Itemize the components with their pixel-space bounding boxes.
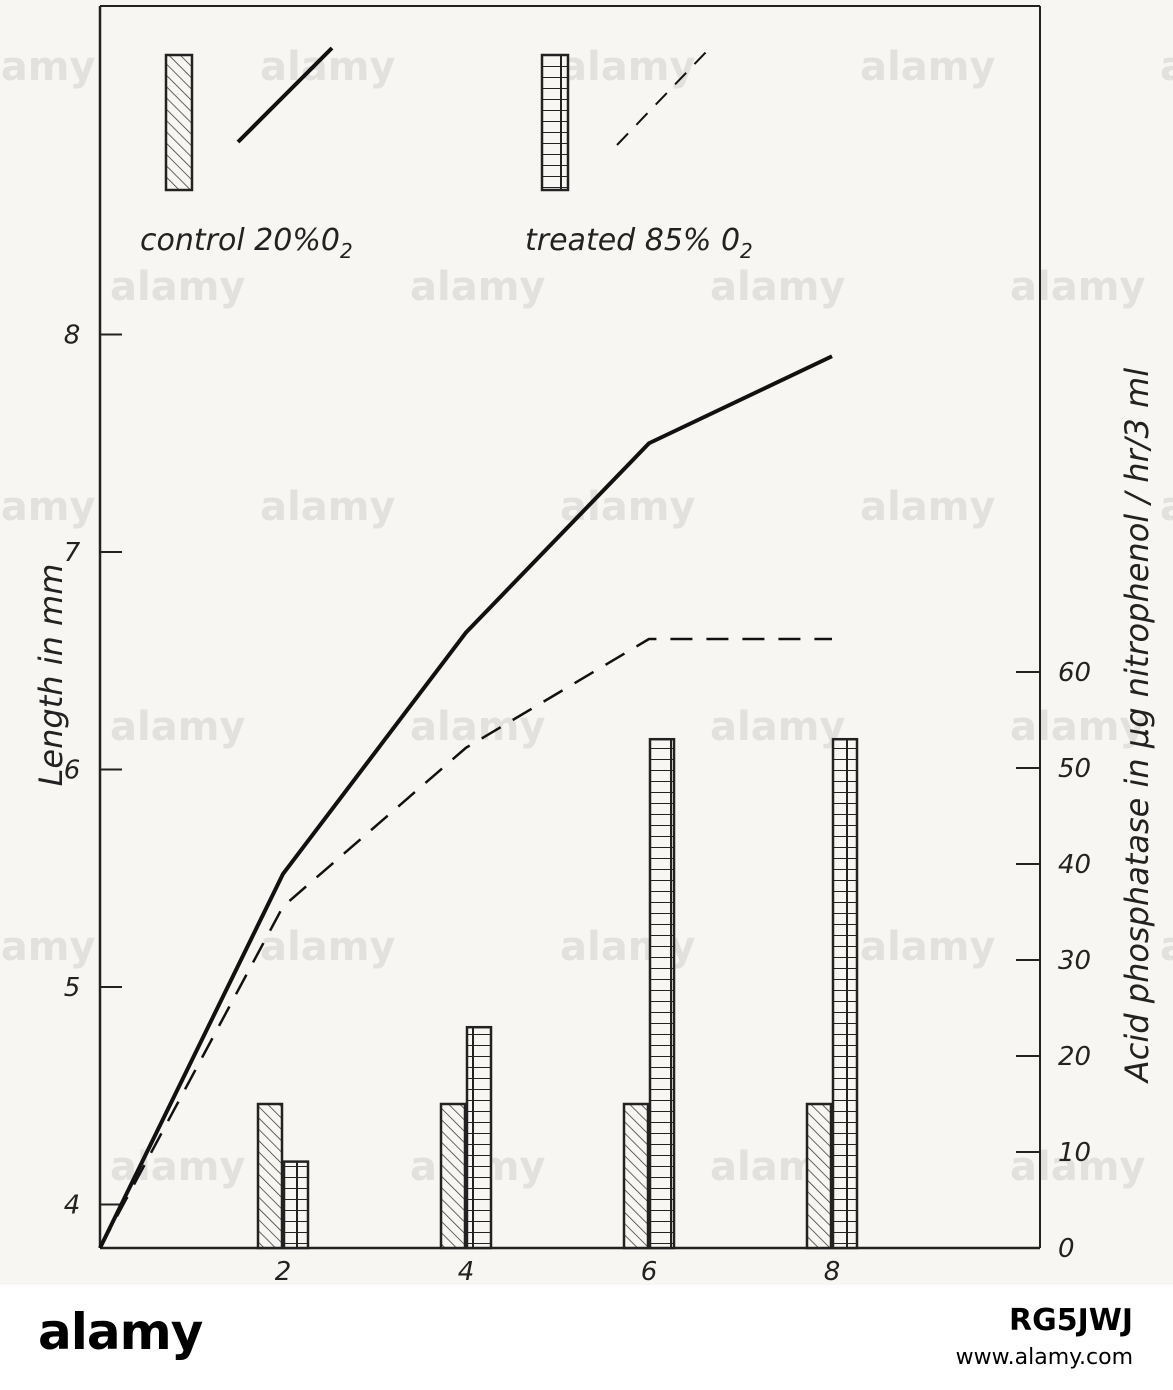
watermark-text: alamy <box>410 704 545 750</box>
y-right-tick-label: 0 <box>1058 1234 1075 1264</box>
watermark-text: alamy <box>0 924 95 970</box>
watermark-text: alamy <box>0 484 95 530</box>
y-left-tick-label: 7 <box>64 538 81 568</box>
watermark-text: alamy <box>860 924 995 970</box>
watermark-text: alamy <box>410 264 545 310</box>
watermark-text: alamy <box>260 484 395 530</box>
watermark-layer: alamy alamy alamy alamy alamy alamy alamy alamy… <box>0 44 1173 1190</box>
line-series-control <box>98 354 833 1249</box>
watermark-text: alamy <box>860 484 995 530</box>
y-right-tick-label: 10 <box>1058 1138 1091 1168</box>
y-left-tick-label: 4 <box>64 1191 81 1221</box>
bar-treated <box>282 1160 310 1250</box>
watermark-text: alamy <box>110 704 245 750</box>
watermark-text: alamy <box>260 924 395 970</box>
legend-label-control: control 20%02 <box>140 223 353 263</box>
watermark-text: alamy <box>860 44 995 90</box>
bar-treated <box>648 737 676 1250</box>
x-tick-label: 2 <box>275 1257 292 1285</box>
watermark-text: alamy <box>710 704 845 750</box>
watermark-text: alamy <box>1160 44 1173 90</box>
bar-control <box>622 1102 650 1250</box>
footer-bar: alamy RG5JWJ www.alamy.com <box>0 1285 1173 1390</box>
legend-swatch-control-bar <box>164 53 194 192</box>
line-series-treated <box>98 637 832 1249</box>
bar-treated <box>465 1025 493 1250</box>
left-axis-ticks: 4 5 6 7 8 <box>64 321 122 1221</box>
watermark-text: alamy <box>560 484 695 530</box>
y-right-tick-label: 50 <box>1058 754 1091 784</box>
chart-area: alamy alamy alamy alamy alamy alamy alamy alamy… <box>0 0 1173 1287</box>
right-axis-ticks: 0 10 20 30 40 50 60 <box>1016 658 1091 1264</box>
bar-control <box>439 1102 467 1250</box>
y-right-tick-label: 40 <box>1058 850 1091 880</box>
x-tick-label: 4 <box>458 1257 475 1285</box>
y-right-tick-label: 30 <box>1058 946 1091 976</box>
legend: control 20%02 treated 85% 02 <box>140 46 753 263</box>
watermark-text: alamy <box>560 44 695 90</box>
bar-marks <box>256 737 859 1250</box>
y-left-tick-label: 6 <box>64 756 81 786</box>
y-right-tick-label: 60 <box>1058 658 1091 688</box>
site-url: www.alamy.com <box>955 1345 1133 1370</box>
watermark-text: alamy <box>1010 704 1145 750</box>
legend-label-treated: treated 85% 02 <box>525 223 753 263</box>
watermark-text: alamy <box>110 264 245 310</box>
y-right-tick-label: 20 <box>1058 1042 1091 1072</box>
watermark-text: alamy <box>0 44 95 90</box>
bar-treated <box>831 737 859 1250</box>
y-right-axis-title: Acid phosphatase in µg nitrophenol / hr/… <box>1118 368 1156 1084</box>
watermark-text: alamy <box>1160 924 1173 970</box>
watermark-text: alamy <box>710 264 845 310</box>
y-left-axis-title: Length in mm <box>32 564 70 787</box>
watermark-text: alamy <box>1160 484 1173 530</box>
watermark-text: alamy <box>1010 264 1145 310</box>
chart-svg: alamy alamy alamy alamy alamy alamy alamy alamy… <box>0 5 1173 1287</box>
image-id-label: RG5JWJ <box>1008 1303 1133 1338</box>
x-axis-ticks: 2 4 6 8 <box>275 1257 841 1287</box>
brand-logo: alamy <box>38 1303 203 1361</box>
x-tick-label: 8 <box>824 1257 841 1285</box>
legend-swatch-treated-bar <box>540 53 570 192</box>
legend-swatch-treated-line <box>616 49 709 146</box>
legend-swatch-control-line <box>236 46 334 144</box>
line-marks <box>98 354 833 1249</box>
y-left-tick-label: 8 <box>64 321 81 351</box>
y-left-tick-label: 5 <box>64 973 81 1003</box>
bar-control <box>805 1102 833 1250</box>
x-tick-label: 6 <box>641 1257 658 1285</box>
bar-control <box>256 1102 284 1250</box>
